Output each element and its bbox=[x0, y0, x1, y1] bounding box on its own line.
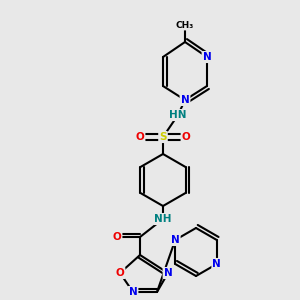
Text: O: O bbox=[136, 132, 144, 142]
Text: O: O bbox=[116, 268, 124, 278]
Text: N: N bbox=[181, 95, 189, 105]
Text: S: S bbox=[159, 132, 167, 142]
Text: N: N bbox=[129, 287, 137, 297]
Text: CH₃: CH₃ bbox=[176, 20, 194, 29]
Text: N: N bbox=[212, 259, 221, 269]
Text: NH: NH bbox=[154, 214, 172, 224]
Text: N: N bbox=[164, 268, 172, 278]
Text: O: O bbox=[182, 132, 190, 142]
Text: N: N bbox=[202, 52, 211, 62]
Text: HN: HN bbox=[169, 110, 187, 120]
Text: N: N bbox=[171, 235, 180, 245]
Text: O: O bbox=[112, 232, 122, 242]
